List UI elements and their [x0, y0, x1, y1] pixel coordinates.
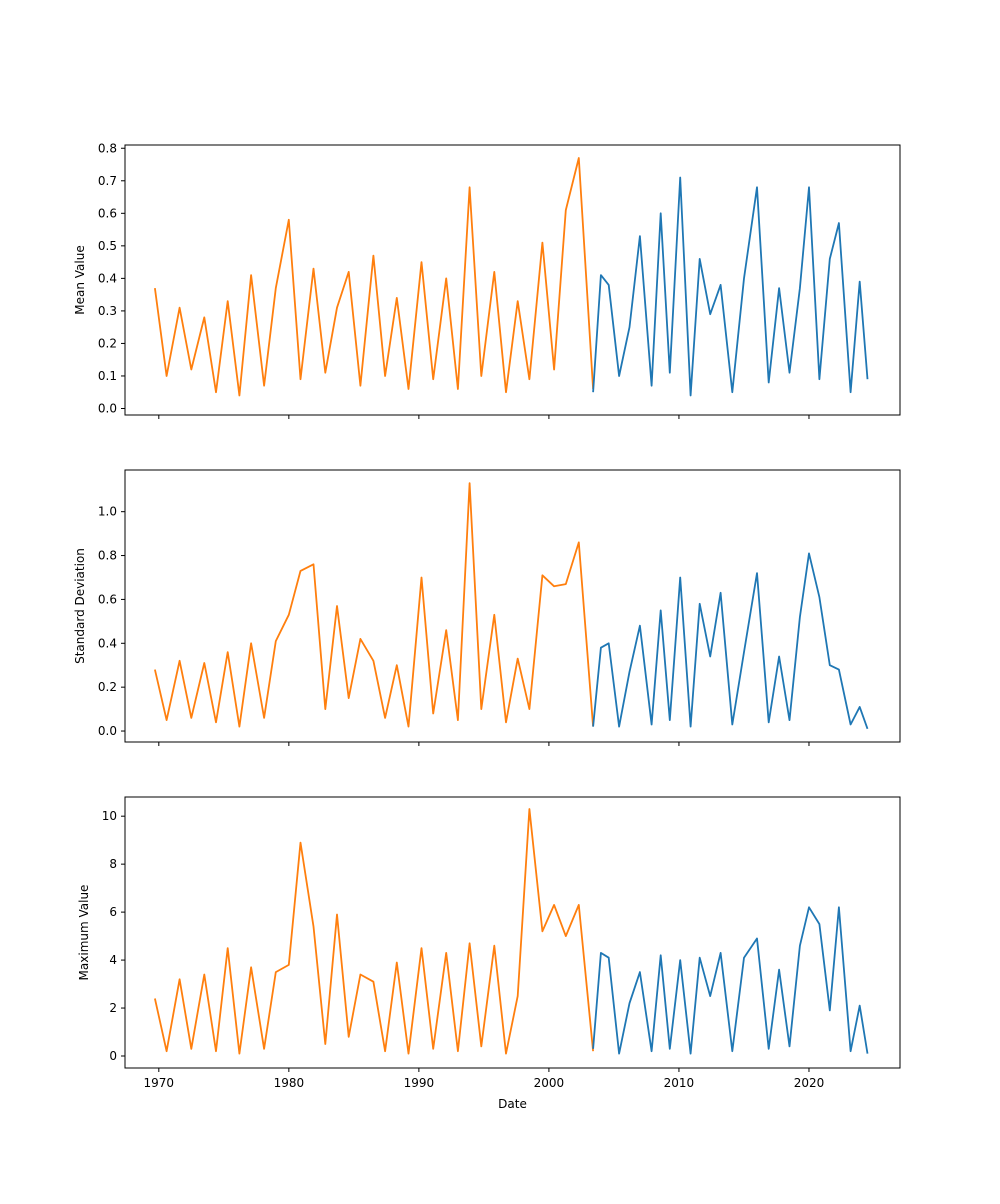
- y-tick-label: 0.2: [98, 336, 117, 350]
- y-tick-label: 8: [109, 857, 117, 871]
- series-line-1-0: [154, 482, 594, 728]
- series-line-1-1: [592, 552, 869, 730]
- y-tick-label: 0.2: [98, 680, 117, 694]
- y-tick-label: 0: [109, 1049, 117, 1063]
- plot-frame-0: [124, 144, 901, 416]
- y-tick-label: 0.7: [98, 174, 117, 188]
- y-tick-label: 0.8: [98, 141, 117, 155]
- y-tick-label: 6: [109, 905, 117, 919]
- x-tick-label: 1990: [404, 1076, 435, 1090]
- y-axis-label: Standard Deviation: [73, 548, 87, 664]
- series-line-2-1: [592, 906, 869, 1055]
- plot-frame-2: [124, 796, 901, 1069]
- x-tick-label: 1980: [274, 1076, 305, 1090]
- y-tick-label: 0.6: [98, 592, 117, 606]
- y-tick-label: 0.0: [98, 401, 117, 415]
- y-tick-label: 0.0: [98, 724, 117, 738]
- y-tick-label: 0.4: [98, 271, 117, 285]
- y-tick-label: 0.1: [98, 369, 117, 383]
- y-axis-label: Mean Value: [73, 245, 87, 314]
- plot-frame-1: [124, 469, 901, 743]
- y-axis-label: Maximum Value: [77, 885, 91, 981]
- x-tick-label: 2020: [794, 1076, 825, 1090]
- y-tick-label: 0.5: [98, 239, 117, 253]
- y-tick-label: 0.3: [98, 304, 117, 318]
- y-tick-label: 0.8: [98, 549, 117, 563]
- series-line-0-1: [592, 176, 869, 397]
- y-tick-label: 0.6: [98, 206, 117, 220]
- series-line-2-0: [154, 808, 594, 1055]
- y-tick-label: 2: [109, 1001, 117, 1015]
- series-line-0-0: [154, 157, 594, 397]
- x-tick-label: 1970: [144, 1076, 175, 1090]
- x-tick-label: 2000: [534, 1076, 565, 1090]
- x-axis-label: Date: [498, 1097, 527, 1111]
- y-tick-label: 10: [102, 809, 117, 823]
- y-tick-label: 4: [109, 953, 117, 967]
- y-tick-label: 0.4: [98, 636, 117, 650]
- y-tick-label: 1.0: [98, 505, 117, 519]
- x-tick-label: 2010: [664, 1076, 695, 1090]
